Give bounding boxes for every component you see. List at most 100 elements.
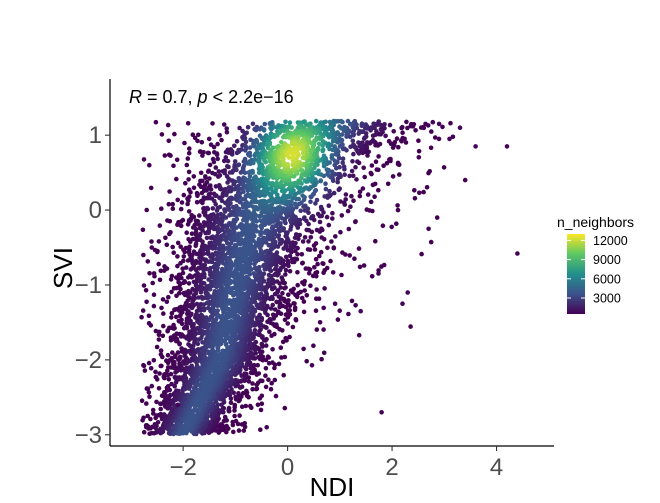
data-point bbox=[347, 173, 352, 179]
data-point bbox=[320, 261, 325, 266]
data-point bbox=[163, 235, 168, 241]
data-point bbox=[326, 203, 332, 208]
data-point bbox=[182, 249, 187, 255]
data-point bbox=[184, 230, 189, 235]
data-point bbox=[369, 163, 375, 168]
data-point bbox=[190, 252, 195, 258]
data-point bbox=[159, 305, 164, 311]
data-point bbox=[161, 323, 166, 329]
data-point bbox=[302, 288, 308, 293]
data-point bbox=[251, 271, 257, 276]
data-point bbox=[382, 122, 387, 127]
data-point bbox=[283, 240, 288, 245]
data-point bbox=[236, 272, 241, 277]
data-point bbox=[335, 176, 341, 181]
data-point bbox=[178, 244, 183, 249]
data-point bbox=[306, 271, 312, 276]
data-point bbox=[188, 383, 193, 389]
data-point bbox=[395, 160, 401, 166]
data-point bbox=[211, 302, 217, 308]
data-point bbox=[213, 202, 218, 207]
data-point bbox=[207, 191, 213, 197]
data-point bbox=[218, 351, 223, 357]
data-point bbox=[188, 318, 193, 324]
data-point bbox=[187, 146, 192, 151]
data-point bbox=[195, 401, 200, 407]
data-point bbox=[267, 142, 273, 147]
data-point bbox=[153, 369, 158, 375]
data-point bbox=[214, 152, 220, 157]
data-point bbox=[141, 415, 146, 421]
data-point bbox=[369, 274, 375, 279]
data-point bbox=[356, 332, 362, 338]
data-point bbox=[277, 204, 282, 210]
data-point bbox=[376, 154, 381, 159]
data-point bbox=[289, 256, 295, 262]
data-point bbox=[293, 248, 298, 254]
data-point bbox=[302, 235, 308, 240]
data-point bbox=[373, 159, 379, 164]
data-point bbox=[143, 288, 149, 293]
data-point bbox=[412, 196, 418, 201]
data-point bbox=[319, 356, 324, 362]
data-point bbox=[233, 394, 238, 400]
data-point bbox=[276, 227, 282, 232]
data-point bbox=[141, 363, 147, 369]
data-point bbox=[229, 298, 234, 304]
data-point bbox=[282, 405, 288, 411]
data-point bbox=[400, 130, 405, 135]
data-point bbox=[363, 122, 369, 127]
data-point bbox=[279, 355, 284, 360]
data-point bbox=[282, 286, 287, 291]
data-point bbox=[237, 125, 242, 131]
data-point bbox=[357, 128, 362, 134]
data-point bbox=[177, 341, 182, 346]
data-point bbox=[252, 299, 258, 305]
data-point bbox=[287, 253, 293, 259]
data-point bbox=[213, 316, 219, 322]
data-point bbox=[149, 239, 154, 244]
data-point bbox=[434, 215, 440, 220]
data-point bbox=[380, 223, 386, 228]
data-point bbox=[145, 386, 151, 392]
data-point bbox=[254, 382, 259, 388]
data-point bbox=[280, 339, 286, 345]
data-point bbox=[321, 327, 326, 332]
data-point bbox=[322, 268, 328, 273]
data-point bbox=[314, 296, 319, 302]
data-point bbox=[381, 163, 386, 168]
data-point bbox=[195, 372, 200, 378]
data-point bbox=[207, 162, 213, 168]
data-point bbox=[357, 193, 363, 199]
data-point bbox=[266, 361, 272, 366]
data-point bbox=[223, 215, 229, 220]
data-point bbox=[349, 193, 354, 199]
data-point bbox=[159, 363, 164, 369]
data-point bbox=[212, 171, 218, 177]
data-point bbox=[396, 144, 401, 150]
data-point bbox=[240, 390, 246, 396]
data-point bbox=[308, 235, 314, 240]
data-point bbox=[309, 363, 315, 368]
data-point bbox=[340, 156, 346, 161]
data-point bbox=[310, 273, 316, 279]
data-point bbox=[281, 192, 287, 198]
data-point bbox=[221, 338, 227, 344]
data-point bbox=[202, 262, 208, 268]
data-point bbox=[139, 398, 145, 404]
data-point bbox=[378, 122, 384, 128]
data-point bbox=[219, 402, 224, 408]
data-point bbox=[250, 170, 255, 175]
data-point bbox=[370, 182, 376, 188]
data-point bbox=[321, 305, 327, 311]
data-point bbox=[219, 237, 224, 242]
data-point bbox=[241, 163, 247, 169]
data-point bbox=[179, 200, 185, 205]
data-point bbox=[359, 121, 365, 126]
data-point bbox=[247, 174, 253, 179]
data-point bbox=[232, 229, 237, 235]
data-point bbox=[178, 223, 184, 229]
data-point bbox=[242, 135, 248, 141]
data-point bbox=[364, 207, 370, 212]
data-point bbox=[323, 181, 328, 186]
